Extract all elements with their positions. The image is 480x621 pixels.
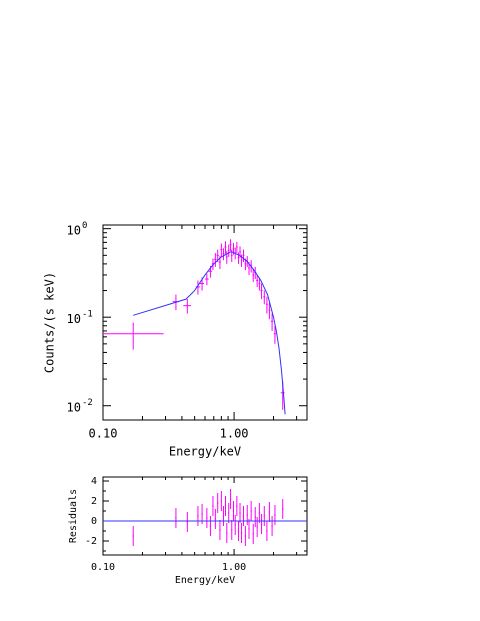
x-axis-label: Energy/keV — [175, 575, 235, 586]
y-tick-label: 10 — [67, 400, 81, 414]
y-tick-exponent: 0 — [82, 221, 87, 231]
y-tick-base: 10 — [67, 223, 81, 237]
x-tick-label: 0.10 — [89, 427, 118, 441]
y-axis-label: Residuals — [68, 489, 79, 543]
y-tick-exponent: -1 — [82, 310, 93, 320]
x-tick-label: 0.10 — [91, 562, 115, 573]
y-tick-label: -2 — [85, 536, 97, 547]
model-line — [133, 251, 286, 415]
x-tick-label: 1.00 — [222, 562, 246, 573]
x-tick-label: 1.00 — [220, 427, 249, 441]
y-tick-label: 4 — [91, 476, 97, 487]
y-tick-label: 10 — [67, 312, 81, 326]
plot-frame — [102, 224, 308, 421]
y-tick-label: 2 — [91, 496, 97, 507]
y-tick-exponent: -2 — [82, 398, 93, 408]
y-axis-label: Counts/(s keV) — [43, 272, 57, 373]
y-tick-base: 10 — [67, 400, 81, 414]
y-tick-label: 0 — [91, 516, 97, 527]
y-tick-label: 10 — [67, 223, 81, 237]
x-axis-label: Energy/keV — [169, 445, 241, 459]
y-tick-base: 10 — [67, 312, 81, 326]
